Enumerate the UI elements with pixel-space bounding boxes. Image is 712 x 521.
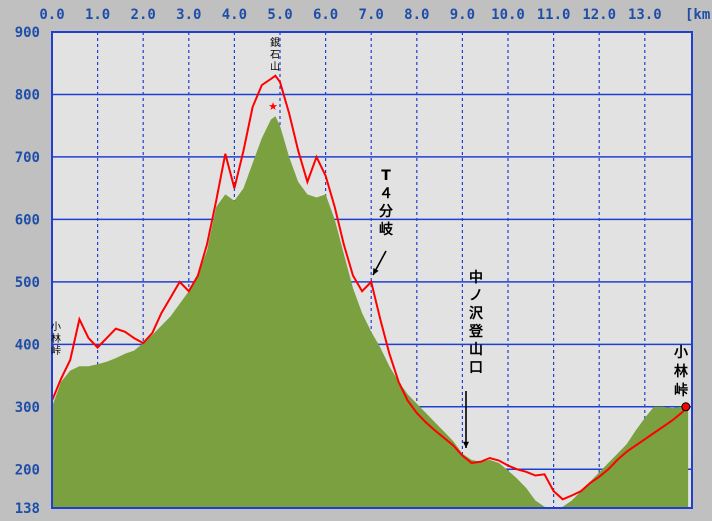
x-tick-label: 8.0	[404, 7, 429, 23]
arrow-t4-junction	[372, 250, 387, 276]
annotation-char: 銀	[270, 36, 280, 49]
x-tick-label: 5.0	[267, 7, 292, 23]
annotation-char: 山	[270, 61, 280, 73]
y-tick-label: 500	[15, 275, 40, 291]
x-tick-label: 11.0	[537, 7, 571, 23]
y-tick-label: 138	[15, 501, 40, 517]
annotation-char: 林	[51, 332, 61, 345]
annotation-char: 分	[379, 204, 393, 220]
x-tick-label: 10.0	[491, 7, 525, 23]
x-axis-unit: [km	[685, 7, 710, 23]
x-tick-label: 7.0	[359, 7, 384, 23]
annotation-char: 石	[270, 50, 280, 61]
arrow-trailhead	[462, 391, 470, 448]
annotation-char: 小	[674, 345, 688, 361]
terrain-profile-area	[52, 116, 689, 509]
route-elevation-line	[51, 74, 689, 501]
y-tick-label: 800	[15, 87, 40, 103]
x-axis-ticks: 0.0 1.0 2.0 3.0 4.0 5.0 6.0 7.0 8.0 9.0 10.0 11.0 12…	[39, 7, 661, 23]
y-axis-ticks: 138 200 300 400 500 600 700 800 900	[15, 25, 40, 517]
x-tick-label: 1.0	[85, 7, 110, 23]
label-kobayashi-pass-end: 小林峠	[674, 345, 688, 399]
label-kobayashi-pass-start: 小林峠	[51, 321, 61, 357]
annotation-char: ４	[379, 186, 393, 202]
label-t4-junction: T ４ 分岐	[379, 168, 394, 238]
y-tick-label: 300	[15, 400, 40, 416]
x-tick-label: 0.0	[39, 7, 64, 23]
annotation-char: 中	[469, 269, 483, 286]
y-tick-label: 400	[15, 337, 40, 353]
end-point-marker	[681, 402, 691, 412]
x-tick-label: 6.0	[313, 7, 338, 23]
y-tick-label: 700	[15, 150, 40, 166]
x-tick-label: 3.0	[176, 7, 201, 23]
annotation-char: 岐	[379, 221, 394, 238]
x-tick-label: 13.0	[628, 7, 662, 23]
y-tick-label: 200	[15, 462, 40, 478]
annotation-char: 沢	[469, 305, 484, 322]
y-tick-label: 900	[15, 25, 40, 41]
y-tick-label: 600	[15, 212, 40, 228]
annotation-char: 峠	[674, 382, 688, 399]
peak-star-marker: ★	[268, 100, 278, 113]
x-tick-label: 12.0	[582, 7, 616, 23]
annotation-char: 小	[51, 321, 61, 333]
annotation-char: T	[381, 168, 391, 184]
x-tick-label: 2.0	[131, 7, 156, 23]
annotation-char: 登	[468, 323, 484, 340]
annotation-char: 口	[469, 360, 483, 376]
label-peak: 銀石山	[270, 36, 280, 73]
annotation-char: 林	[674, 363, 688, 380]
annotation-char: ノ	[469, 288, 483, 304]
annotation-char: 峠	[51, 345, 61, 357]
plot-border	[51, 31, 693, 509]
x-tick-label: 9.0	[450, 7, 475, 23]
annotation-char: 山	[469, 342, 483, 358]
x-tick-label: 4.0	[222, 7, 247, 23]
